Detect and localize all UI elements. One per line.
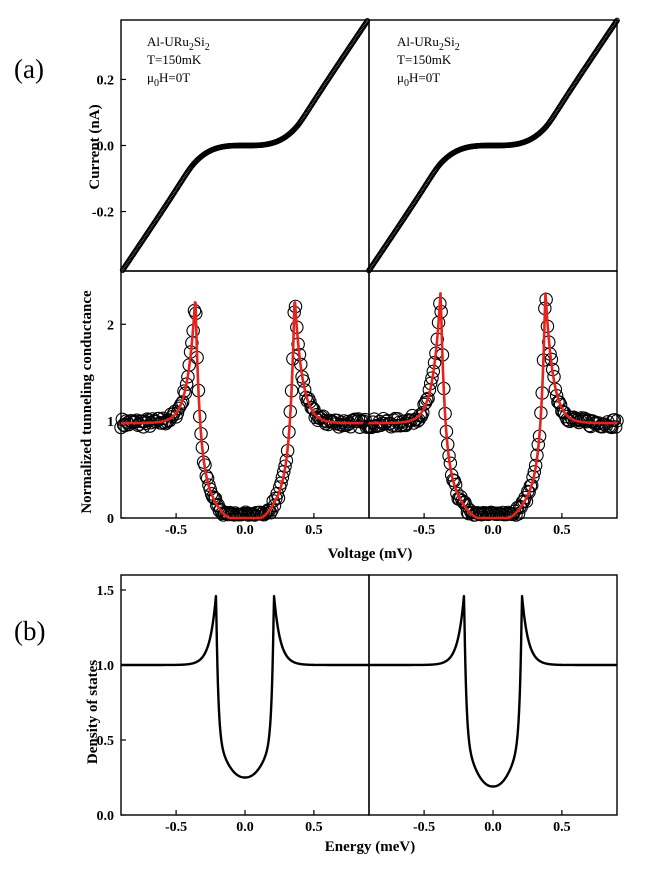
plots-layer: 0.2 0.0 -0.2 0 1 2 -0.5 0.0 0.5 -0.5 0.0 0.5 0.0 0.5 1… [92,17,624,835]
annotation-left-field: μ0H=0T [147,70,190,89]
dos-left-frame [120,574,370,816]
energy-left-xtick-label-0: -0.5 [165,820,187,835]
conductance-right-frame [368,270,618,519]
conductance-point [511,506,526,521]
conductance-point [455,493,469,508]
conductance-point [140,412,154,426]
conductance-point [509,508,523,522]
voltage-right-xtick-label-2: 0.5 [553,523,571,538]
energy-right-xtick-label-2: 0.5 [553,820,571,835]
conductance-fit-left [120,301,370,520]
iv-series-left [119,18,371,273]
iv-point [364,18,371,24]
panel-label-a: (a) [14,54,44,84]
conductance-data-right [362,292,624,522]
voltage-right-xtick-label-0: -0.5 [413,523,435,538]
conductance-fit-right [368,291,618,520]
conductance-data-left [114,299,376,522]
annotation-right-field: μ0H=0T [397,70,440,89]
voltage-left-xtick-label-2: 0.5 [305,523,323,538]
conductance-point [119,414,133,428]
conductance-point [522,485,536,499]
conductance-axis-title: Normalized tunneling conductance [79,290,95,514]
dos-curve-left [120,594,370,779]
panel-label-b: (b) [14,616,45,646]
conductance-ytick-label-2: 2 [107,318,114,333]
dos-ytick-label-2: 1.0 [97,659,115,674]
conductance-point [524,478,539,493]
conductance-point [170,406,185,420]
voltage-left-xtick-label-0: -0.5 [165,523,187,538]
conductance-left-frame [120,270,370,519]
annotation-left: Al-URu2Si2 T=150mK μ0H=0T [147,34,210,89]
conductance-point [608,420,623,434]
dos-curve-right [368,594,618,788]
current-axis-title: Current (nA) [87,104,103,189]
voltage-right-xtick-label-1: 0.0 [484,523,502,538]
iv-series-right [366,17,620,274]
conductance-point [257,507,271,522]
conductance-point [305,401,320,415]
iv-point [614,17,620,24]
energy-right-xtick-label-0: -0.5 [413,820,435,835]
voltage-left-xtick-label-1: 0.0 [236,523,254,538]
dos-ytick-label-3: 1.5 [97,584,115,599]
conductance-point [610,413,624,428]
annotation-right-material: Al-URu2Si2 [397,34,460,53]
conductance-point [416,406,430,420]
conductance-ytick-label-0: 0 [107,512,114,527]
current-ytick-label-2: -0.2 [92,206,114,221]
dos-axis-title: Density of states [85,660,101,764]
dos-ytick-label-1: 0.5 [97,734,115,749]
energy-left-xtick-label-1: 0.0 [236,820,254,835]
annotation-left-material: Al-URu2Si2 [147,34,210,53]
energy-axis-title: Energy (meV) [325,839,415,855]
voltage-axis-title: Voltage (mV) [328,546,413,562]
conductance-point [258,506,273,521]
energy-right-xtick-label-1: 0.0 [484,820,502,835]
conductance-point [450,486,464,501]
annotation-right: Al-URu2Si2 T=150mK μ0H=0T [397,34,460,89]
annotation-right-temperature: T=150mK [397,52,452,67]
conductance-point [384,419,399,434]
conductance-ytick-label-1: 1 [107,415,114,430]
conductance-point [173,399,187,413]
energy-left-xtick-label-2: 0.5 [305,820,323,835]
conductance-point [421,391,435,406]
conductance-point [206,490,220,504]
dos-ytick-label-0: 0.0 [97,809,115,824]
conductance-point [136,420,151,434]
conductance-point [553,398,568,412]
conductance-point [552,395,567,409]
current-ytick-label-0: 0.2 [97,73,115,88]
conductance-point [419,392,434,407]
current-ytick-label-1: 0.0 [97,140,115,155]
conductance-point [389,418,404,433]
dos-right-frame [368,574,618,816]
annotation-left-temperature: T=150mK [147,52,202,67]
